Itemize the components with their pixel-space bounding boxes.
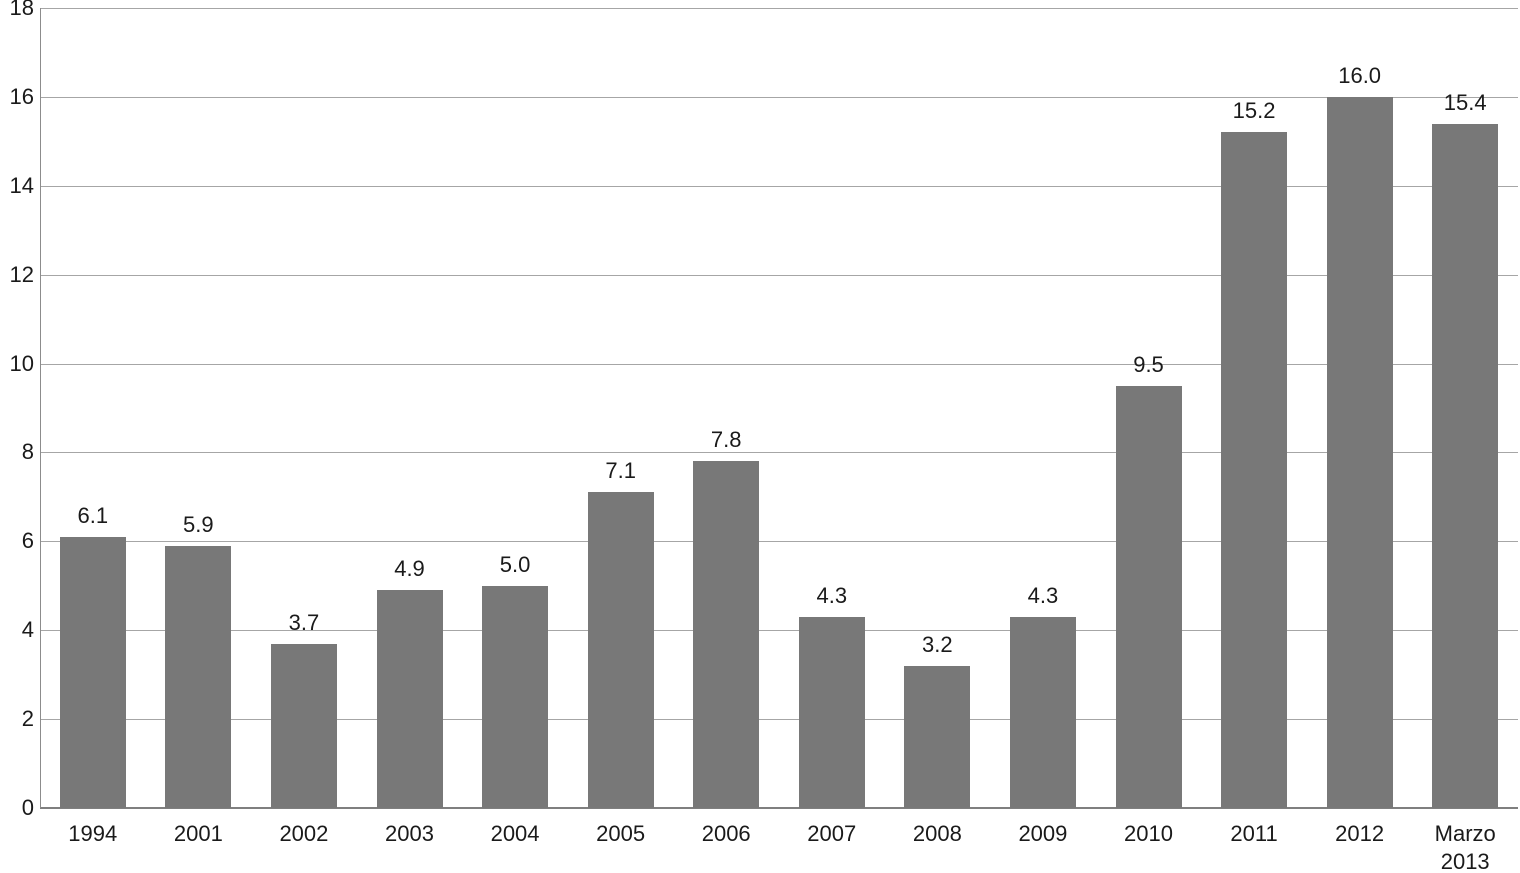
y-axis-tick-label: 10 [9, 350, 34, 376]
gridline [40, 185, 1518, 187]
gridline [40, 274, 1518, 276]
bar [482, 585, 549, 808]
bar [904, 665, 971, 808]
bar-value-label: 9.5 [1133, 351, 1164, 377]
gridline [40, 363, 1518, 365]
x-axis-tick-label: 2001 [173, 821, 223, 846]
gridline [40, 541, 1518, 543]
x-axis-tick-label: 2003 [385, 821, 434, 846]
bar-value-label: 16.0 [1338, 62, 1382, 88]
y-axis-tick-label: 12 [9, 261, 34, 287]
bar-value-label: 5.9 [183, 511, 214, 537]
y-axis-tick-label: 16 [9, 83, 34, 109]
bar-value-label: 4.3 [1027, 582, 1059, 608]
bar [376, 590, 443, 808]
gridline [40, 452, 1518, 454]
gridline [40, 8, 1518, 9]
y-axis-tick-label: 0 [21, 795, 34, 820]
x-axis-tick-label: 2011 [1230, 821, 1278, 846]
gridline [40, 719, 1518, 721]
bar-value-label: 7.8 [710, 427, 742, 453]
bar [1326, 96, 1393, 808]
x-axis-line [40, 807, 1518, 809]
bar [1115, 385, 1182, 808]
bar [165, 545, 232, 808]
x-axis-tick-label: 2005 [596, 821, 646, 846]
x-axis-tick-label: 2010 [1124, 821, 1173, 846]
gridline [40, 630, 1518, 632]
x-axis-tick-label: 2008 [912, 821, 962, 846]
bar [798, 616, 865, 808]
bar [587, 492, 654, 808]
x-axis-tick-label: 1994 [68, 821, 118, 846]
x-axis-tick-label: Marzo 2013 [1434, 821, 1496, 873]
bar-value-label: 3.2 [922, 631, 953, 657]
x-axis-tick-label: 2009 [1018, 821, 1068, 846]
bar [59, 536, 126, 808]
y-axis-tick-label: 6 [21, 528, 34, 554]
bar-value-label: 6.1 [77, 502, 109, 528]
y-axis-tick-label: 14 [9, 172, 34, 198]
x-axis-tick-label: 2002 [279, 821, 329, 846]
bar-value-label: 4.9 [394, 556, 425, 582]
bar [1009, 616, 1076, 808]
bar-value-label: 15.2 [1232, 98, 1276, 124]
y-axis-tick-label: 4 [21, 617, 34, 643]
y-axis-tick-label: 8 [21, 439, 34, 465]
bar [270, 643, 337, 808]
x-axis-tick-label: 2012 [1335, 821, 1385, 846]
bar [693, 461, 760, 808]
x-axis-tick-label: 2006 [701, 821, 751, 846]
y-axis-tick-label: 2 [21, 706, 34, 732]
bar-value-label: 15.4 [1443, 89, 1487, 115]
x-axis-tick-label: 2007 [807, 821, 857, 846]
gridline [40, 96, 1518, 98]
y-axis-line [40, 8, 41, 808]
bar-value-label: 5.0 [499, 551, 531, 577]
x-axis-tick-label: 2004 [490, 821, 540, 846]
y-axis-tick-label: 18 [9, 0, 34, 20]
bar [1221, 132, 1288, 808]
bar [1432, 123, 1499, 808]
bar-value-label: 4.3 [816, 582, 848, 608]
bar-value-label: 7.1 [605, 458, 636, 484]
bar-value-label: 3.7 [288, 609, 320, 635]
